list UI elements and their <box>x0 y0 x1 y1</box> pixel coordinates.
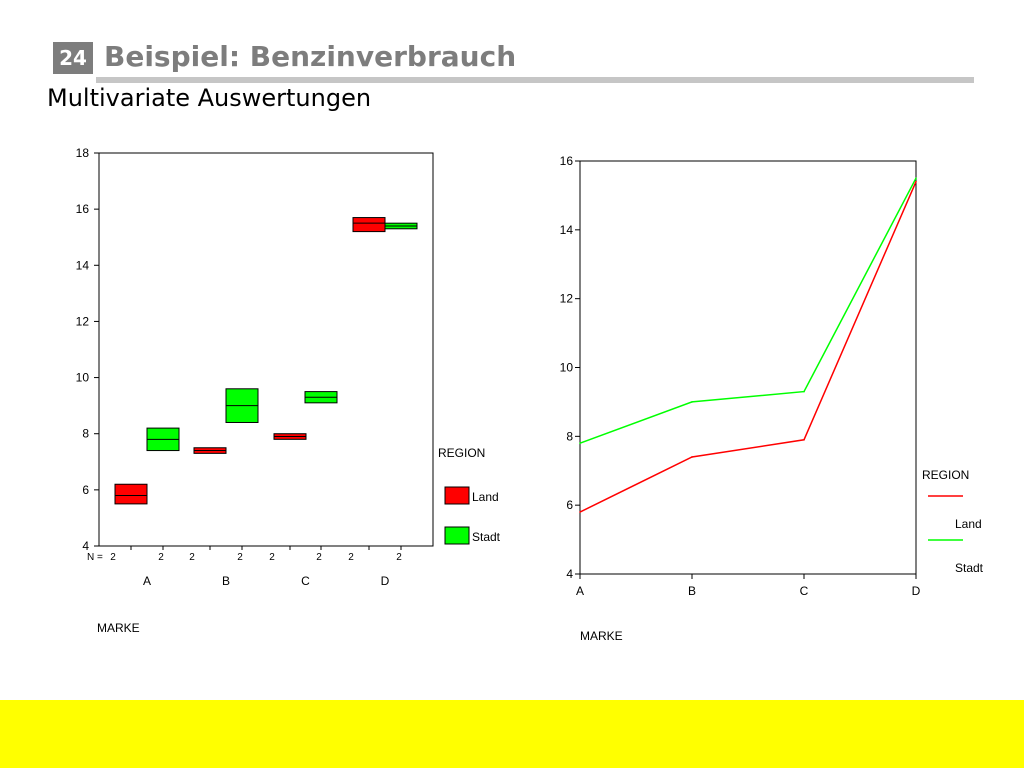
box-plot-n-label: 2 <box>110 552 116 563</box>
slide-subtitle: Multivariate Auswertungen <box>47 84 372 112</box>
box-plot-n-label: 2 <box>316 552 322 563</box>
slide-title: Beispiel: Benzinverbrauch <box>104 40 517 73</box>
line-chart-legend-title: REGION <box>922 468 969 482</box>
box-plot-y-tick-label: 16 <box>76 202 90 216</box>
box-plot-legend-swatch-land <box>444 486 470 505</box>
box-plot-legend-swatch-stadt <box>444 526 470 545</box>
box-plot-legend-label-stadt: Stadt <box>472 530 501 544</box>
slide-number: 24 <box>53 42 93 74</box>
box-plot-y-tick-label: 8 <box>82 427 89 441</box>
line-point-stadt-d <box>915 177 917 180</box>
line-chart-y-tick-label: 12 <box>560 292 574 306</box>
line-chart-legend-label-stadt: Stadt <box>955 561 984 575</box>
line-chart-y-tick-label: 6 <box>566 498 573 512</box>
box-plot-y-tick-label: 12 <box>76 314 90 328</box>
line-chart-y-tick-label: 4 <box>566 567 573 581</box>
box-plot-x-tick-label: C <box>301 574 310 588</box>
box-plot-y-tick-label: 18 <box>76 146 90 160</box>
line-chart-frame <box>579 160 917 575</box>
box-plot-n-prefix: N = <box>87 552 103 563</box>
line-chart-x-tick-label: C <box>800 584 809 598</box>
footer-bar <box>0 700 1024 768</box>
box-plot-legend-title: REGION <box>438 446 485 460</box>
box-land-d <box>352 217 386 233</box>
charts-canvas: 4 6 8 10 12 14 16 18 2 2 2 2 2 2 2 2 N = A B C D MARKE REGION L… <box>76 146 984 643</box>
box-plot-y-tick-label: 10 <box>76 371 90 385</box>
box-plot-n-label: 2 <box>237 552 243 563</box>
box-plot-y-tick-label: 4 <box>82 539 89 553</box>
box-plot-x-tick-label: A <box>143 574 151 588</box>
line-chart-x-tick-label: B <box>688 584 696 598</box>
line-chart-x-tick-label: D <box>912 584 921 598</box>
box-plot-y-tick-label: 6 <box>82 483 89 497</box>
box-plot-x-axis-label: MARKE <box>97 621 140 635</box>
box-plot-n-label: 2 <box>269 552 275 563</box>
line-chart-y-tick-label: 16 <box>560 154 574 168</box>
line-chart-y-tick-label: 8 <box>566 429 573 443</box>
line-point-land-d <box>915 180 917 183</box>
line-chart-x-tick-label: A <box>576 584 584 598</box>
title-divider <box>96 77 974 83</box>
line-point-land-a <box>579 511 581 513</box>
box-plot-n-label: 2 <box>158 552 164 563</box>
box-plot-legend-label-land: Land <box>472 490 499 504</box>
line-series-stadt <box>579 177 917 444</box>
line-series-land <box>579 181 917 513</box>
line-point-land-c <box>803 438 805 441</box>
line-point-stadt-a <box>579 442 581 445</box>
box-plot-y-tick-label: 14 <box>76 258 90 272</box>
line-point-land-b <box>691 456 693 458</box>
line-chart-y-tick-label: 10 <box>560 361 574 375</box>
line-chart-legend-label-land: Land <box>955 517 982 531</box>
line-point-stadt-c <box>803 390 805 393</box>
line-chart-x-axis-label: MARKE <box>580 629 623 643</box>
box-plot-n-label: 2 <box>396 552 402 563</box>
box-plot-n-label: 2 <box>348 552 354 563</box>
line-chart-y-tick-label: 14 <box>560 223 574 237</box>
line-point-stadt-b <box>691 401 693 403</box>
box-land-a <box>114 483 148 505</box>
box-plot-x-tick-label: D <box>381 574 390 588</box>
box-plot-frame <box>98 152 434 547</box>
box-plot-n-label: 2 <box>189 552 195 563</box>
box-plot-x-tick-label: B <box>222 574 230 588</box>
